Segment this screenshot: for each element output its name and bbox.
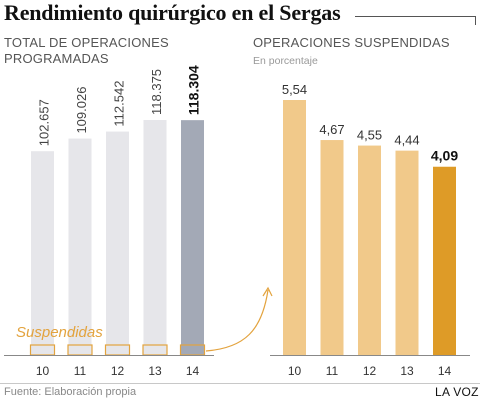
right-value-label-12: 4,55 xyxy=(357,128,382,143)
left-value-label-12: 112.542 xyxy=(112,81,127,127)
right-bar-11 xyxy=(320,140,344,355)
footer-source: Fuente: Elaboración propia xyxy=(4,386,137,398)
left-value-label-11: 109.026 xyxy=(74,87,89,134)
right-value-label-10: 5,54 xyxy=(282,82,307,97)
left-value-label-10: 102.657 xyxy=(37,99,52,146)
left-bar-10 xyxy=(31,151,54,355)
left-tick-label-11: 11 xyxy=(74,364,87,378)
right-tick-label-14: 14 xyxy=(438,364,452,378)
left-tick-label-10: 10 xyxy=(36,364,50,378)
title-rule-tick xyxy=(475,16,476,25)
left-tick-label-14: 14 xyxy=(186,364,200,378)
suspendidas-annotation: Suspendidas xyxy=(16,324,103,341)
right-tick-label-11: 11 xyxy=(326,364,339,378)
left-panel-title-line2: PROGRAMADAS xyxy=(4,51,109,66)
right-value-label-14: 4,09 xyxy=(431,148,458,164)
right-tick-label-10: 10 xyxy=(288,364,302,378)
left-bar-13 xyxy=(143,120,167,355)
left-value-label-14: 118.304 xyxy=(186,65,202,115)
title-rule xyxy=(355,16,475,17)
right-chart: 5,54 10 4,67 11 4,55 12 4,44 13 4,09 14 xyxy=(270,82,470,378)
right-panel-title: OPERACIONES SUSPENDIDAS xyxy=(253,35,450,50)
left-value-label-13: 118.375 xyxy=(149,69,164,115)
left-panel-title-line1: TOTAL DE OPERACIONES xyxy=(4,35,169,50)
right-bar-12 xyxy=(358,145,381,355)
right-panel-subtitle: En porcentaje xyxy=(253,55,318,67)
left-tick-label-13: 13 xyxy=(148,364,162,378)
chart-title: Rendimiento quirúrgico en el Sergas xyxy=(4,0,341,25)
right-value-label-13: 4,44 xyxy=(394,133,419,148)
right-bar-14 xyxy=(433,166,456,355)
left-chart: 102.657 10 109.026 11 112.542 12 118.375 13 118.… xyxy=(4,65,273,378)
right-bar-13 xyxy=(395,150,419,355)
footer-divider xyxy=(0,383,480,384)
right-bar-10 xyxy=(283,100,306,355)
left-tick-label-12: 12 xyxy=(111,364,125,378)
left-bar-11 xyxy=(68,138,92,355)
footer-brand: LA VOZ xyxy=(435,385,479,399)
annotation-arrow-head xyxy=(262,286,273,297)
right-tick-label-13: 13 xyxy=(400,364,414,378)
left-bar-12 xyxy=(106,131,129,355)
left-bar-14 xyxy=(181,120,204,355)
annotation-arrow-curve xyxy=(205,289,269,352)
right-value-label-11: 4,67 xyxy=(319,122,344,137)
right-tick-label-12: 12 xyxy=(363,364,377,378)
